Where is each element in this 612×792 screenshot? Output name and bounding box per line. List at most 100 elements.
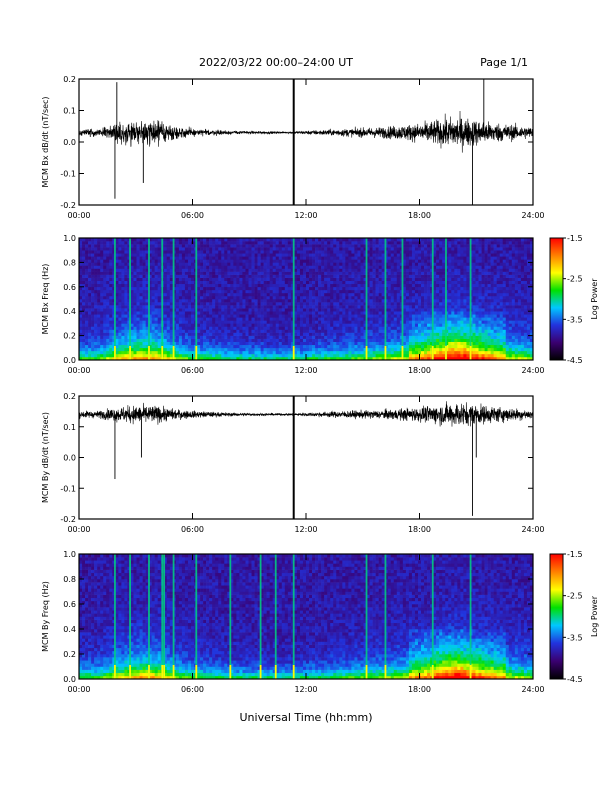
- spectrogram-cell: [91, 280, 95, 285]
- spectrogram-cell: [184, 271, 189, 275]
- spectrogram-cell: [266, 241, 270, 245]
- spectrogram-cell: [357, 308, 361, 312]
- spectrogram-cell: [145, 350, 149, 355]
- spectrogram-cell: [390, 274, 395, 278]
- spectrogram-cell: [151, 353, 155, 358]
- spectrogram-cell: [351, 277, 355, 281]
- spectrogram-cell: [197, 286, 201, 291]
- spectrogram-cell: [378, 356, 382, 361]
- spectrogram-cell: [112, 259, 116, 263]
- spectrogram-cell: [103, 274, 107, 278]
- spectrogram-cell: [293, 292, 298, 297]
- spectrogram-cell: [363, 283, 367, 288]
- spectrogram-cell: [154, 341, 158, 346]
- spectrogram-cell: [97, 283, 101, 288]
- spectrogram-cell: [402, 335, 407, 339]
- spectrogram-cell: [251, 341, 255, 346]
- spectrogram-cell: [445, 326, 449, 330]
- spectrogram-cell: [251, 302, 255, 306]
- spectrogram-cell: [281, 356, 286, 361]
- spectrogram-cell: [448, 347, 452, 352]
- spectrogram-cell: [221, 265, 225, 269]
- spectrogram-cell: [290, 314, 295, 318]
- spectrogram-cell: [378, 244, 382, 248]
- spectrogram-cell: [321, 265, 325, 269]
- spectrogram-cell: [172, 326, 177, 330]
- spectrogram-cell: [109, 305, 113, 309]
- spectrogram-cell: [79, 295, 83, 300]
- spectrogram-cell: [424, 259, 428, 263]
- spectrogram-cell: [269, 262, 274, 266]
- spectrogram-cell: [248, 311, 252, 315]
- spectrogram-cell: [88, 238, 92, 242]
- spectrogram-cell: [172, 247, 177, 251]
- spectrogram-cell: [439, 329, 443, 333]
- spectrogram-cell: [342, 256, 346, 260]
- spectrogram-cell: [91, 320, 95, 324]
- spectrogram-cell: [284, 259, 289, 263]
- spectrogram-cell: [242, 314, 246, 318]
- spectrogram-cell: [118, 277, 122, 281]
- spectrogram-cell: [136, 347, 140, 352]
- spectrogram-cell: [342, 265, 346, 269]
- spectrogram-cell: [366, 302, 370, 306]
- spectrogram-cell: [272, 323, 277, 327]
- spectrogram-cell: [384, 320, 389, 324]
- spectrogram-cell: [372, 271, 376, 275]
- spectrogram-cell: [348, 314, 352, 318]
- spectrogram-cell: [266, 308, 270, 312]
- spectrogram-cell: [263, 347, 267, 352]
- spectrogram-cell: [339, 271, 343, 275]
- spectrogram-cell: [302, 350, 307, 355]
- spectrogram-cell: [315, 286, 319, 291]
- spectrogram-cell: [206, 292, 210, 297]
- spectrogram-cell: [227, 250, 231, 254]
- spectrogram-cell: [339, 341, 343, 346]
- spectrogram-cell: [430, 302, 434, 306]
- spectrogram-cell: [327, 317, 331, 321]
- spectrogram-cell: [197, 268, 201, 272]
- spectrogram-cell: [227, 347, 231, 352]
- spectrogram-cell: [236, 268, 240, 272]
- spectrogram-cell: [387, 250, 392, 254]
- spectrogram-cell: [197, 350, 201, 355]
- spectrogram-cell: [299, 271, 304, 275]
- spectrogram-cell: [427, 262, 431, 266]
- spectrogram-cell: [390, 289, 395, 294]
- spectrogram-cell: [91, 323, 95, 327]
- spectrogram-cell: [439, 250, 443, 254]
- spectrogram-cell: [408, 350, 413, 355]
- spectrogram-cell: [421, 320, 425, 324]
- spectrogram-cell: [436, 326, 440, 330]
- spectrogram-cell: [275, 259, 280, 263]
- spectrogram-cell: [312, 317, 316, 321]
- spectrogram-cell: [375, 262, 379, 266]
- spectrogram-cell: [330, 238, 334, 242]
- spectrogram-cell: [139, 308, 143, 312]
- spectrogram-cell: [448, 326, 452, 330]
- spectrogram-cell: [184, 305, 189, 309]
- spectrogram-cell: [372, 253, 376, 257]
- spectrogram-cell: [436, 268, 440, 272]
- spectrogram-cell: [97, 302, 101, 306]
- spectrogram-cell: [112, 289, 116, 294]
- spectrogram-cell: [451, 320, 455, 324]
- spectrogram-cell: [94, 347, 98, 352]
- spectrogram-cell: [430, 311, 434, 315]
- spectrogram-cell: [330, 289, 334, 294]
- spectrogram-cell: [209, 268, 213, 272]
- spectrogram-cell: [127, 317, 131, 321]
- spectrogram-cell: [393, 338, 398, 342]
- spectrogram-cell: [312, 299, 316, 303]
- spectrogram-cell: [130, 338, 134, 342]
- spectrogram-cell: [299, 302, 304, 306]
- spectrogram-cell: [178, 335, 183, 339]
- spectrogram-cell: [230, 280, 234, 285]
- spectrogram-cell: [94, 356, 98, 361]
- spectrogram-cell: [190, 292, 195, 297]
- spectrogram-cell: [278, 308, 283, 312]
- spectrogram-cell: [284, 356, 289, 361]
- spectrogram-cell: [109, 238, 113, 242]
- spectrogram-cell: [354, 241, 358, 245]
- spectrogram-cell: [351, 262, 355, 266]
